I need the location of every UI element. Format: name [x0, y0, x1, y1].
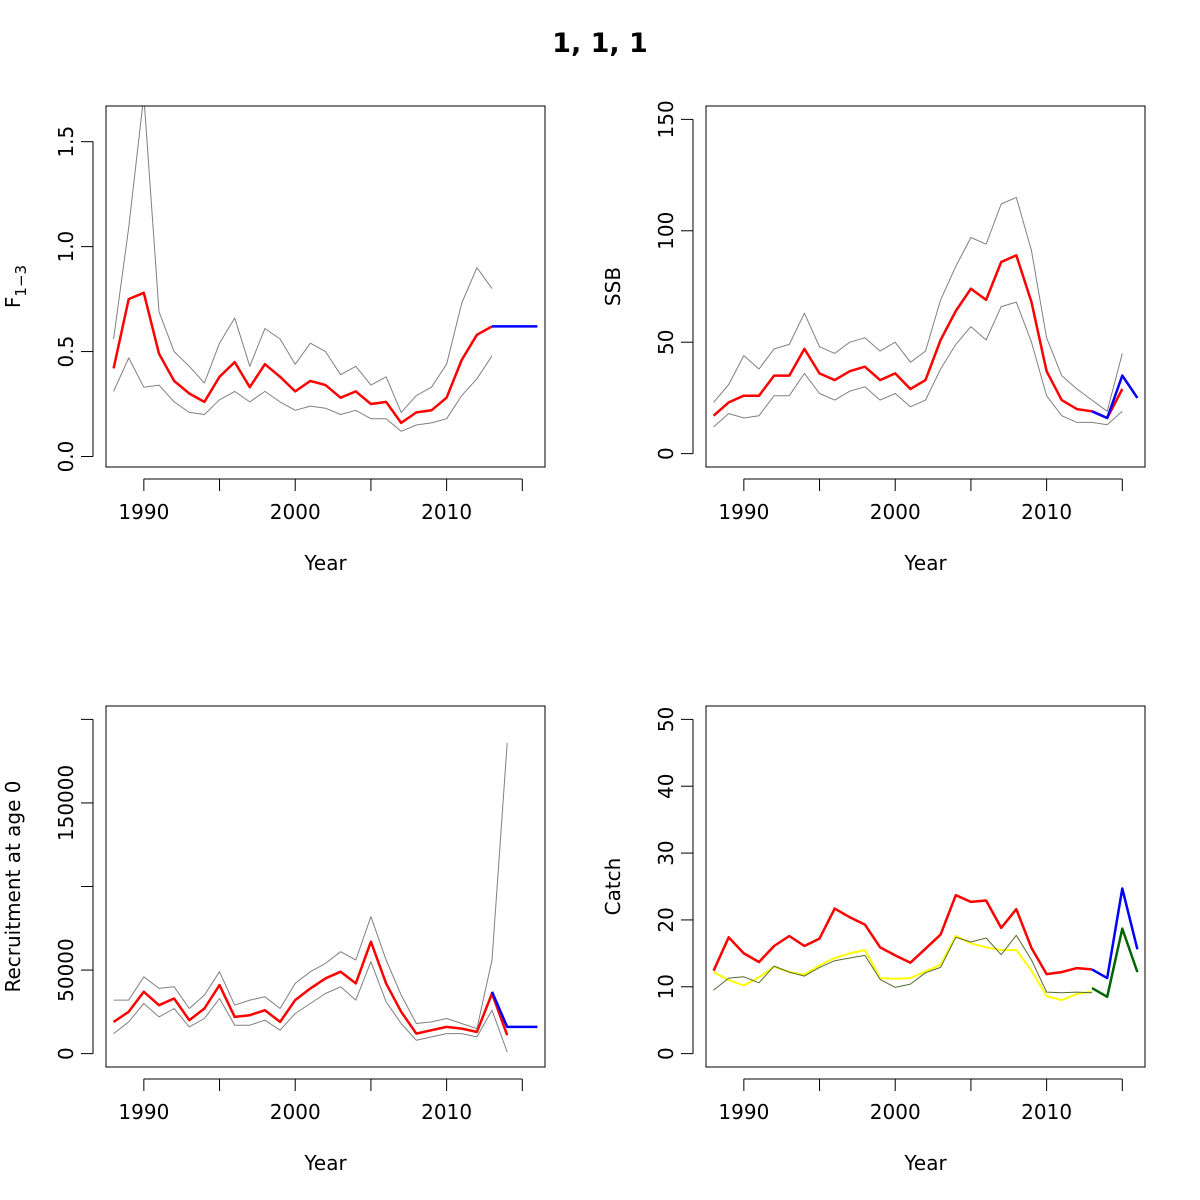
f-y-axis-label-text: F — [1, 297, 25, 309]
ssb-upper-line — [713, 196, 1123, 412]
ssb-forecast-line — [1091, 374, 1139, 420]
catch-x-tick-label: 1990 — [718, 1100, 769, 1124]
ssb-plot-frame — [705, 105, 1146, 468]
ssb-y-tick-label: 100 — [654, 212, 678, 250]
catch-y-tick-label: 40 — [654, 773, 678, 798]
f-y-tick-label: 1.5 — [54, 126, 78, 158]
ssb-y-axis-label: SSB — [601, 267, 625, 306]
series-group-ssb — [712, 196, 1139, 428]
catch-forecast-observed-line — [1091, 927, 1139, 999]
recruitment-y-axis-label-text: Recruitment at age 0 — [1, 780, 25, 992]
ssb-y-tick-label: 0 — [654, 447, 678, 460]
series-group-f — [112, 106, 538, 432]
catch-plot-frame — [705, 705, 1146, 1068]
ssb-x-tick-label: 2010 — [1021, 500, 1072, 524]
series-group-catch — [712, 887, 1139, 1002]
recruitment-y-tick-label: 0 — [54, 1047, 78, 1060]
panel-recruitment: 1990 2000 2010 Year 0 50000 150000 Recruitment … — [1, 705, 546, 1175]
f-x-tick-label: 2010 — [421, 500, 472, 524]
catch-estimate-line — [712, 893, 1093, 976]
f-plot-frame — [105, 105, 546, 468]
f-y-tick-label: 0.0 — [54, 441, 78, 473]
ssb-x-tick-label: 2000 — [870, 500, 921, 524]
f-upper-line — [113, 106, 493, 413]
recruitment-estimate-line — [112, 940, 509, 1036]
recruitment-forecast-line — [490, 991, 538, 1029]
recruitment-x-tick-label: 2000 — [270, 1100, 321, 1124]
f-x-axis-label: Year — [303, 551, 347, 575]
recruitment-y-tick-label: 50000 — [54, 938, 78, 1002]
f-x-tick-label: 2000 — [270, 500, 321, 524]
recruitment-y-axis-label: Recruitment at age 0 — [1, 780, 25, 992]
f-y-axis: 0.0 0.5 1.0 1.5 — [54, 126, 94, 473]
recruitment-x-tick-label: 1990 — [118, 1100, 169, 1124]
recruitment-lower-line — [113, 961, 508, 1053]
figure-title: 1, 1, 1 — [552, 28, 648, 59]
ssb-y-axis-label-text: SSB — [601, 267, 625, 306]
f-y-axis-label-subscript: 1−3 — [12, 265, 30, 297]
catch-y-tick-label: 50 — [654, 707, 678, 732]
ssb-estimate-line — [712, 254, 1124, 420]
catch-x-tick-label: 2010 — [1021, 1100, 1072, 1124]
ssb-y-tick-label: 50 — [654, 329, 678, 354]
f-x-axis: 1990 2000 2010 — [118, 478, 523, 524]
panel-ssb: 1990 2000 2010 Year 0 50 100 150 SSB — [601, 100, 1146, 575]
catch-y-tick-label: 30 — [654, 840, 678, 865]
catch-y-tick-label: 0 — [654, 1047, 678, 1060]
catch-y-axis-label: Catch — [601, 858, 625, 916]
ssb-lower-line — [713, 301, 1123, 428]
recruitment-y-tick-label: 150000 — [54, 765, 78, 841]
recruitment-y-axis: 0 50000 150000 — [54, 718, 94, 1060]
catch-forecast-line — [1091, 887, 1139, 980]
recruitment-x-tick-label: 2010 — [421, 1100, 472, 1124]
ssb-y-tick-label: 150 — [654, 100, 678, 138]
panel-f: 1990 2000 2010 Year 0.0 0.5 1.0 1.5 F1−3 — [1, 105, 546, 575]
ssb-x-axis: 1990 2000 2010 — [718, 478, 1123, 524]
ssb-x-tick-label: 1990 — [718, 500, 769, 524]
catch-x-tick-label: 2000 — [870, 1100, 921, 1124]
catch-x-axis-label: Year — [903, 1151, 947, 1175]
f-y-tick-label: 0.5 — [54, 336, 78, 368]
panel-catch: 1990 2000 2010 Year 0 10 20 30 40 50 Catch — [601, 705, 1146, 1175]
f-y-axis-label: F1−3 — [1, 265, 30, 308]
series-group-recruitment — [112, 742, 538, 1053]
f-estimate-line — [112, 291, 493, 425]
catch-y-tick-label: 10 — [654, 974, 678, 999]
catch-y-tick-label: 20 — [654, 907, 678, 932]
catch-y-axis: 0 10 20 30 40 50 — [654, 707, 694, 1060]
recruitment-x-axis-label: Year — [303, 1151, 347, 1175]
recruitment-plot-frame — [105, 705, 546, 1068]
recruitment-upper-line — [113, 742, 508, 1030]
f-lower-line — [113, 355, 493, 432]
f-y-tick-label: 1.0 — [54, 231, 78, 263]
f-x-tick-label: 1990 — [118, 500, 169, 524]
catch-y-axis-label-text: Catch — [601, 858, 625, 916]
ssb-x-axis-label: Year — [903, 551, 947, 575]
catch-observed-line-line — [713, 934, 1093, 994]
recruitment-x-axis: 1990 2000 2010 — [118, 1078, 523, 1124]
ssb-y-axis: 0 50 100 150 — [654, 100, 694, 460]
catch-x-axis: 1990 2000 2010 — [718, 1078, 1123, 1124]
